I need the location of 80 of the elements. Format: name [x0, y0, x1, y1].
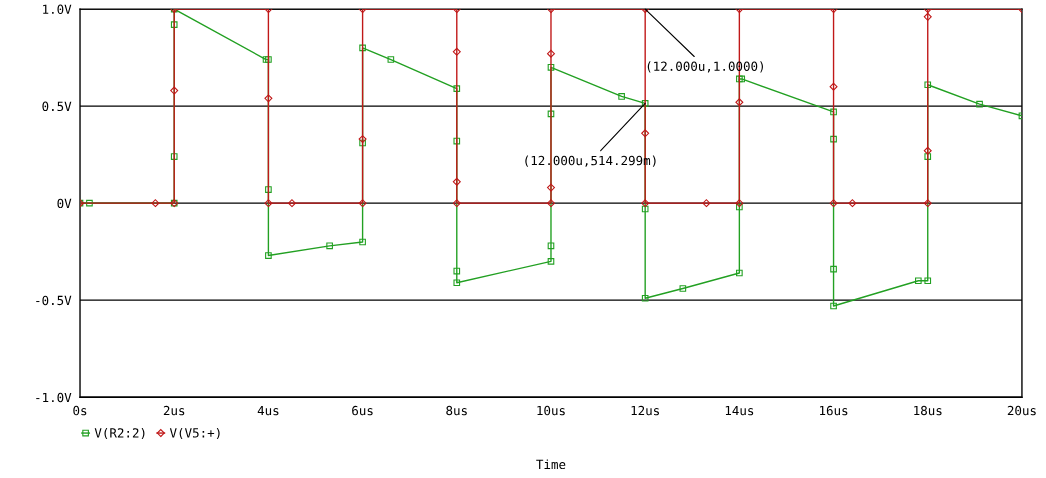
legend-label: V(R2:2) [94, 427, 145, 440]
point [453, 137, 461, 145]
point [359, 44, 366, 52]
x-tick-label: 0s [73, 405, 87, 416]
x-tick-label: 14us [725, 406, 754, 416]
point [641, 294, 649, 302]
x-tick-label: 20us [1007, 405, 1036, 416]
point [547, 110, 555, 118]
x-tick-label: 8us [446, 405, 467, 416]
point [914, 277, 922, 285]
point [702, 199, 711, 208]
x-tick-label: 2us [163, 405, 185, 416]
y-tick-label: 0.5V [42, 101, 72, 112]
point [453, 267, 461, 275]
point [976, 100, 983, 108]
point [830, 265, 837, 273]
point [547, 258, 555, 265]
point [735, 199, 744, 208]
point [170, 86, 179, 95]
x-tick-label: 10us [537, 405, 565, 416]
point [358, 135, 367, 144]
point [736, 203, 743, 211]
point [735, 98, 744, 107]
point [453, 85, 461, 92]
point [641, 129, 650, 138]
point [452, 177, 461, 186]
point [924, 277, 932, 285]
point [170, 21, 178, 28]
point [287, 199, 296, 208]
point [387, 56, 395, 63]
y-tick-label: -0.5V [36, 295, 72, 306]
point [326, 242, 333, 250]
point [736, 269, 743, 277]
point [264, 199, 273, 208]
point [359, 238, 366, 246]
point [264, 94, 273, 103]
point [170, 153, 178, 160]
point [923, 12, 932, 21]
point [546, 49, 555, 58]
x-tick-label: 4us [257, 406, 279, 416]
point [265, 56, 272, 63]
point [358, 199, 367, 208]
point [359, 139, 366, 147]
point [924, 81, 932, 89]
point [738, 75, 746, 83]
y-tick-label: 1.0V [43, 4, 72, 15]
x-tick-label: 12us [631, 405, 659, 416]
point [679, 285, 687, 292]
point [923, 199, 932, 208]
point [86, 199, 93, 207]
point [830, 302, 837, 310]
point [829, 199, 838, 208]
point [830, 108, 837, 116]
x-axis-title: Time [536, 459, 566, 470]
point [546, 183, 555, 192]
point [546, 199, 555, 208]
point [924, 153, 932, 160]
point [453, 279, 461, 287]
point [547, 63, 555, 71]
point [736, 75, 743, 83]
x-tick-label: 6us [352, 405, 373, 416]
point [618, 93, 625, 100]
point [265, 186, 272, 193]
point [923, 146, 932, 155]
point [848, 199, 857, 208]
x-tick-label: 18us [914, 405, 942, 416]
point [452, 47, 461, 56]
y-tick-label: -1.0V [36, 392, 72, 403]
point [641, 205, 649, 213]
point [452, 199, 461, 208]
point [830, 135, 837, 143]
point [265, 252, 272, 259]
point [829, 82, 838, 91]
legend-label: V(V5:+) [169, 427, 220, 440]
point [151, 199, 160, 208]
y-tick-label: 0V [57, 198, 72, 209]
point [641, 100, 649, 107]
point [547, 242, 555, 250]
x-tick-label: 16us [820, 405, 848, 416]
point [641, 199, 650, 208]
